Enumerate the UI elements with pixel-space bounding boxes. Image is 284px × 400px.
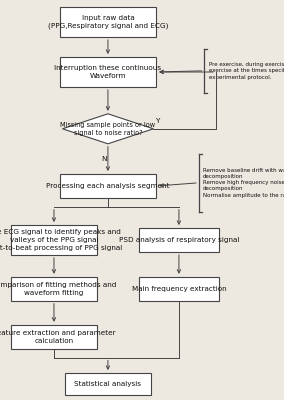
FancyBboxPatch shape (60, 57, 156, 87)
FancyBboxPatch shape (11, 277, 97, 301)
FancyBboxPatch shape (139, 277, 219, 301)
Text: Remove baseline drift with wavelet
decomposition
Remove high frequency noise wit: Remove baseline drift with wavelet decom… (203, 168, 284, 198)
Text: Statistical analysis: Statistical analysis (74, 381, 141, 387)
Text: Use ECG signal to identify peaks and
valleys of the PPG signal
Beat-to-beat proc: Use ECG signal to identify peaks and val… (0, 229, 122, 251)
Text: Pre exercise, during exercise and after
exercise at the times specified by the
e: Pre exercise, during exercise and after … (209, 62, 284, 80)
FancyBboxPatch shape (11, 225, 97, 255)
Text: Input raw data
(PPG,Respiratory signal and ECG): Input raw data (PPG,Respiratory signal a… (48, 15, 168, 29)
FancyBboxPatch shape (139, 228, 219, 252)
Text: Feature extraction and parameter
calculation: Feature extraction and parameter calcula… (0, 330, 115, 344)
Polygon shape (62, 114, 153, 144)
Text: Processing each analysis segment: Processing each analysis segment (46, 183, 170, 189)
Text: N: N (101, 156, 106, 162)
FancyBboxPatch shape (60, 174, 156, 198)
Text: Comparison of fitting methods and
waveform fitting: Comparison of fitting methods and wavefo… (0, 282, 117, 296)
FancyBboxPatch shape (60, 7, 156, 37)
Text: Y: Y (156, 118, 160, 124)
Text: Missing sample points or low
signal to noise ratio?: Missing sample points or low signal to n… (60, 122, 155, 136)
FancyBboxPatch shape (11, 325, 97, 349)
Text: PSD analysis of respiratory signal: PSD analysis of respiratory signal (119, 237, 239, 243)
Text: Interruption these continuous
Waveform: Interruption these continuous Waveform (54, 65, 162, 79)
FancyBboxPatch shape (65, 373, 151, 395)
Text: Main frequency extraction: Main frequency extraction (131, 286, 226, 292)
